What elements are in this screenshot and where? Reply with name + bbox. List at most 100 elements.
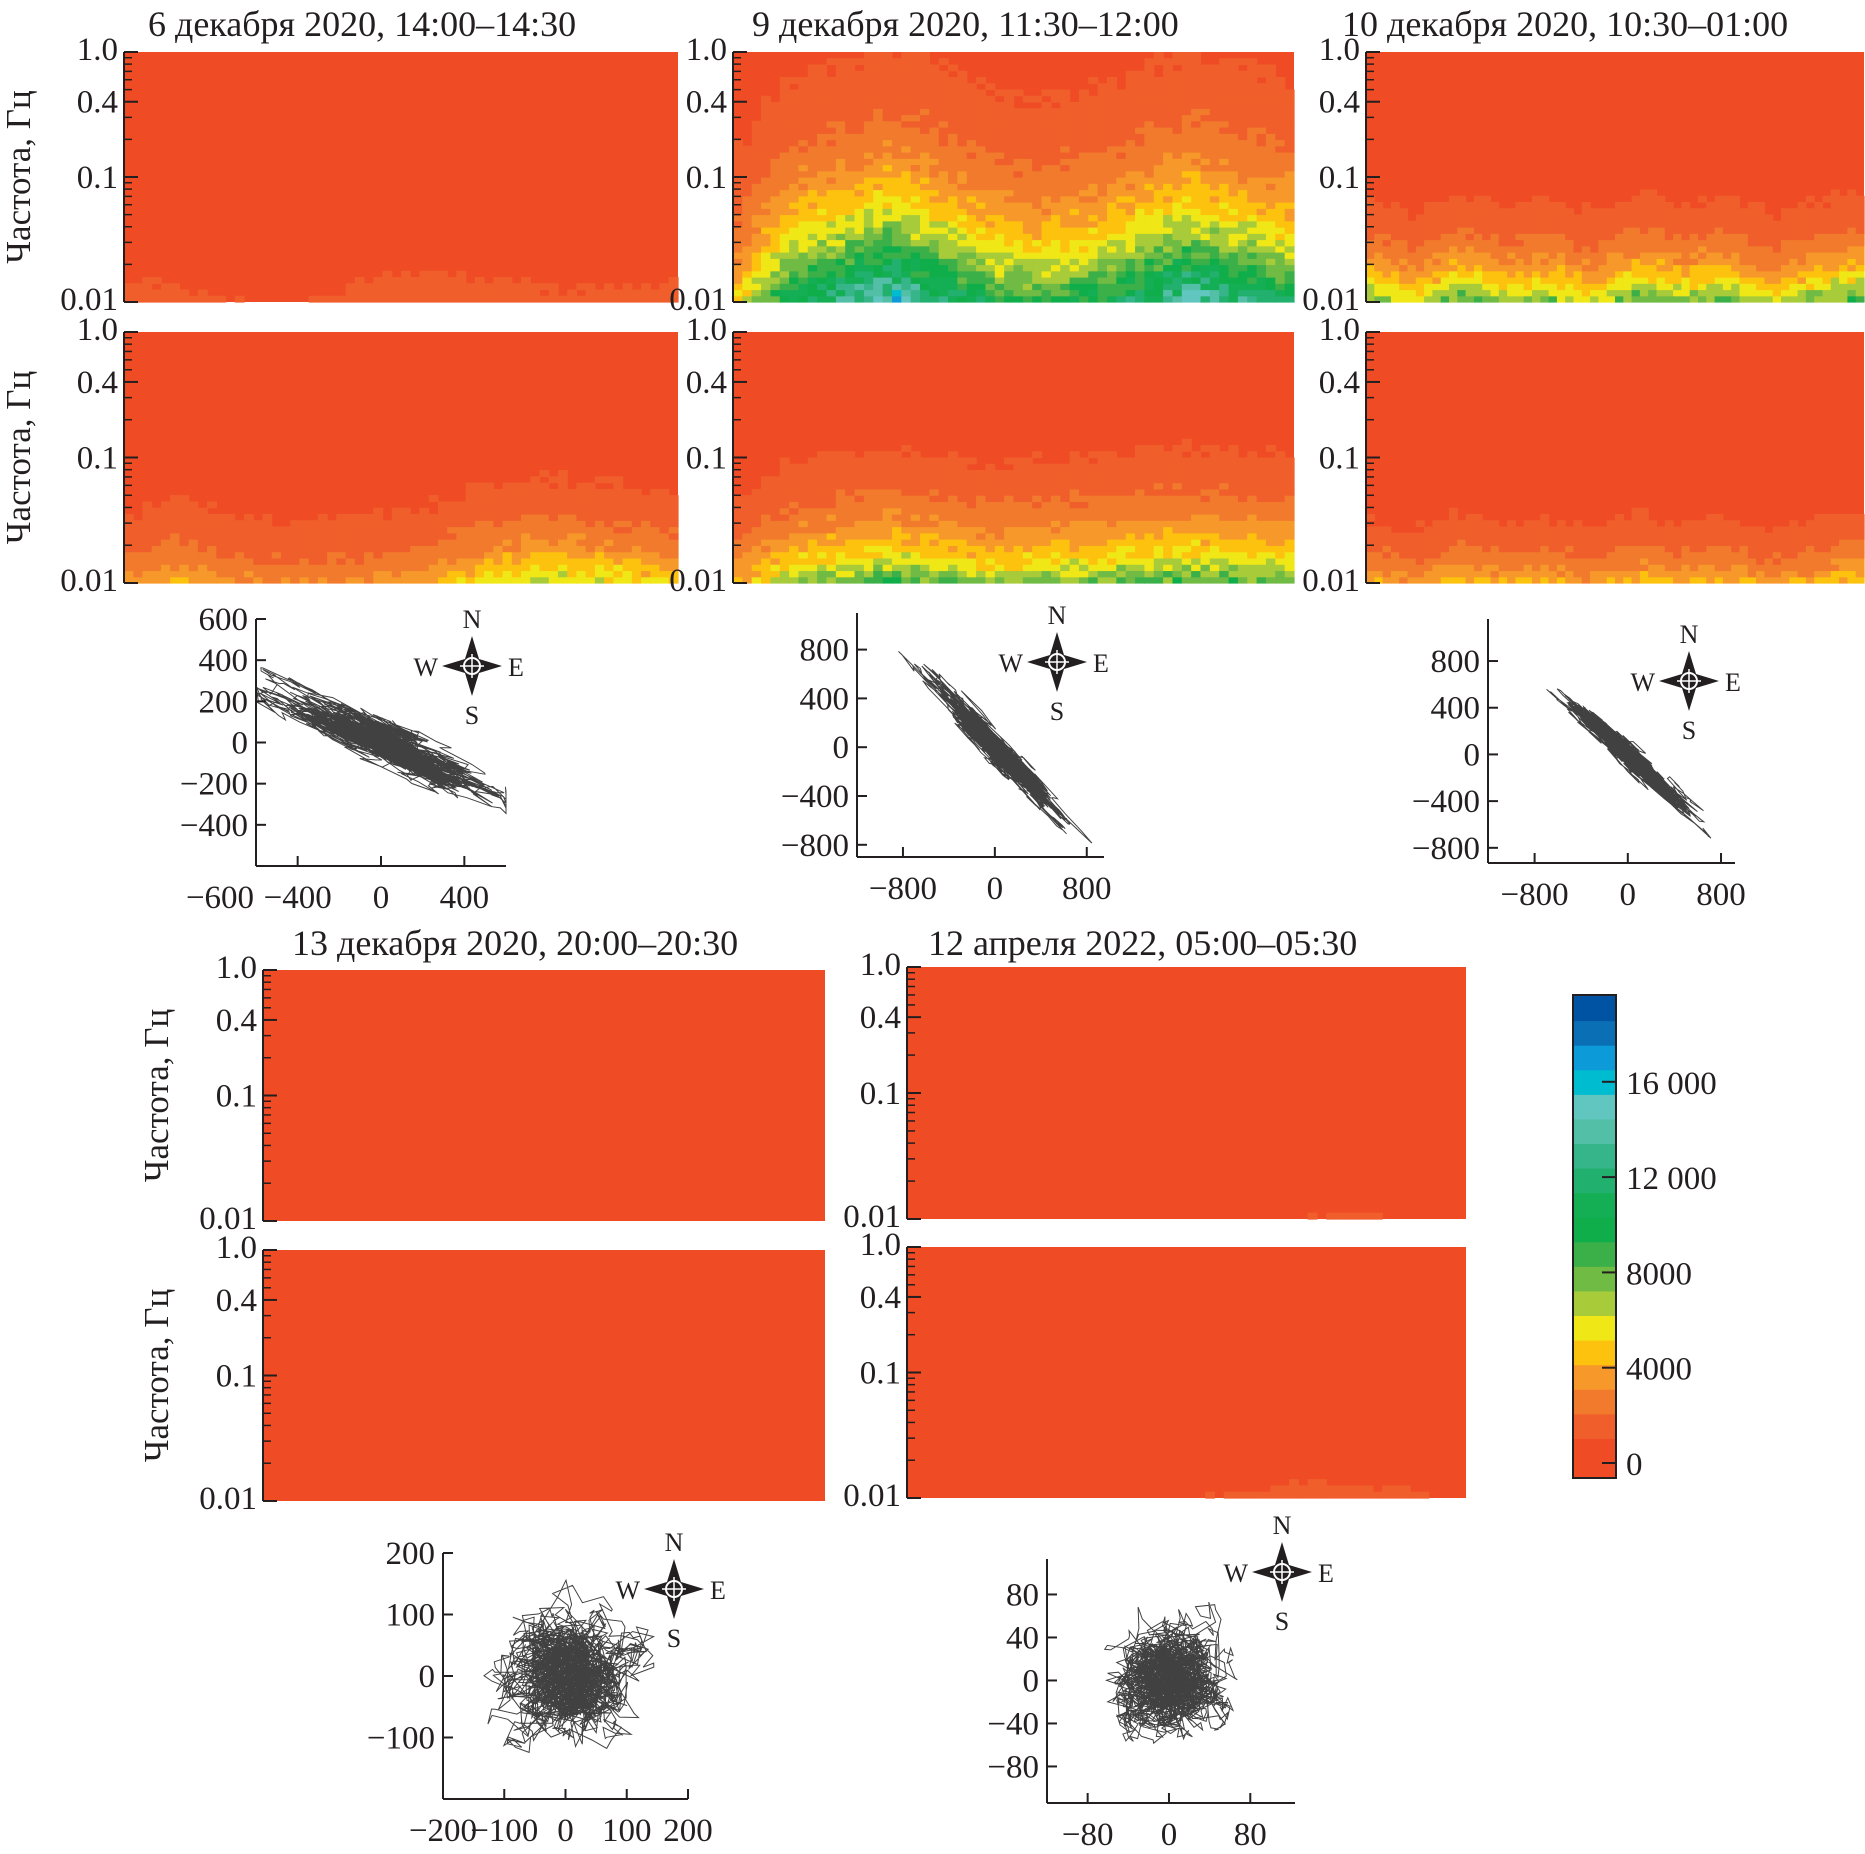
spectrogram-cell [1069,227,1080,234]
spectrogram-cell [1191,270,1202,278]
spectrogram-cell [910,133,921,141]
spectrogram-cell [1097,482,1108,490]
spectrogram-cell [188,513,199,521]
spectrogram-cell [835,270,846,278]
spectrogram-cell [1209,264,1220,272]
spectrogram-cell [873,457,884,465]
spectrogram-cell [1107,214,1117,222]
spectrogram-cell [1265,120,1276,128]
spectrogram-cell [484,289,494,297]
spectrogram-cell [789,289,800,297]
spectrogram-cell [1135,127,1145,134]
spectrogram-cell [1088,495,1099,503]
spectrogram-cell [1163,470,1174,477]
spectrogram-cell [1256,239,1267,247]
spectrogram-cell [1135,576,1145,584]
spectrogram-cell [1532,227,1541,234]
spectrogram-cell [733,233,743,241]
spectrogram-cell [1284,208,1295,216]
spectrogram-cell [910,177,921,184]
spectrogram-cell [807,214,818,222]
spectrogram-cell [1565,227,1575,234]
spectrogram-cell [854,507,865,515]
spectrogram-cell [1228,289,1239,297]
spectrogram-cell [929,476,940,484]
spectrogram-cell [826,526,837,534]
spectrogram-cell [622,570,633,578]
spectrogram-cell [1209,164,1220,172]
spectrogram-cell [1399,277,1409,284]
spectrogram-cell [770,277,781,284]
spectrogram-cell [1116,526,1127,534]
spectrogram-cell [863,227,874,234]
spectrogram-cell [253,570,264,578]
spectrogram-cell [1631,252,1641,259]
spectrogram-cell [1590,214,1599,222]
spectrogram-cell [873,520,884,528]
spectrogram-cell [1482,220,1492,228]
spectrogram-cell [1256,70,1267,78]
spectrogram-cell [484,564,494,572]
spectrogram-cell [910,139,921,147]
spectrogram-cell [428,557,439,565]
spectrogram-cell [179,564,190,572]
spectrogram-cell [1284,576,1295,584]
spectrogram-cell [938,488,949,496]
spectrogram-cell [854,158,865,166]
spectrogram-cell [1107,277,1117,284]
spectrogram-cell [1219,457,1230,465]
spectrogram-cell [761,532,771,540]
spectrogram-cell [901,214,912,222]
spectrogram-background [124,52,678,302]
spectrogram-cell [1032,220,1043,228]
spectrogram-cell [751,139,762,147]
spectrogram-cell [1275,208,1286,216]
spectrogram-cell [1116,545,1127,553]
spectrogram-cell [807,70,818,78]
spectrogram-cell [1107,545,1117,553]
spectrogram-cell [1022,127,1033,134]
spectrogram-cell [854,177,865,184]
spectrogram-cell [948,214,958,222]
spectrogram-cell [1275,145,1286,153]
spectrogram-cell [994,532,1005,540]
spectrogram-cell [891,158,902,166]
spectrogram-cell [863,58,874,66]
spectrogram-cell [1144,576,1155,584]
spectrogram-cell [1172,495,1183,503]
spectrogram-cell [1256,476,1267,484]
spectrogram-cell [484,501,494,509]
spectrogram-cell [798,77,809,84]
spectrogram-cell [1256,233,1267,241]
spectrogram-cell [1507,233,1516,241]
spectrogram-cell [1041,152,1052,159]
spectrogram-cell [1247,501,1258,509]
spectrogram-cell [1069,482,1080,490]
spectrogram-cell [1125,277,1136,284]
spectrogram-cell [1449,295,1458,303]
spectrogram-cell [1598,289,1608,297]
spectrogram-cell [280,539,291,546]
spectrogram-cell [585,501,596,509]
spectrogram-cell [428,526,439,534]
spectrogram-cell [882,258,893,266]
spectrogram-cell [882,270,893,278]
spectrogram-cell [873,170,884,178]
spectrogram-cell [863,208,874,216]
spectrogram-cell [1022,277,1033,284]
spectrogram-cell [854,164,865,172]
spectrogram-cell [845,513,856,521]
spectrogram-cell [1125,457,1136,465]
spectrogram-cell [742,245,753,253]
spectrogram-cell [845,476,856,484]
spectrogram-cell [1172,139,1183,147]
spectrogram-cell [1432,270,1442,278]
spectrogram-cell [327,295,337,303]
spectrogram-cell [1163,89,1174,97]
spectrogram-cell [170,283,180,291]
spectrogram-cell [1041,164,1052,172]
spectrogram-cell [863,501,874,509]
spectrogram-cell [920,58,930,66]
spectrogram-cell [1172,277,1183,284]
spectrogram-cell [1498,208,1508,216]
